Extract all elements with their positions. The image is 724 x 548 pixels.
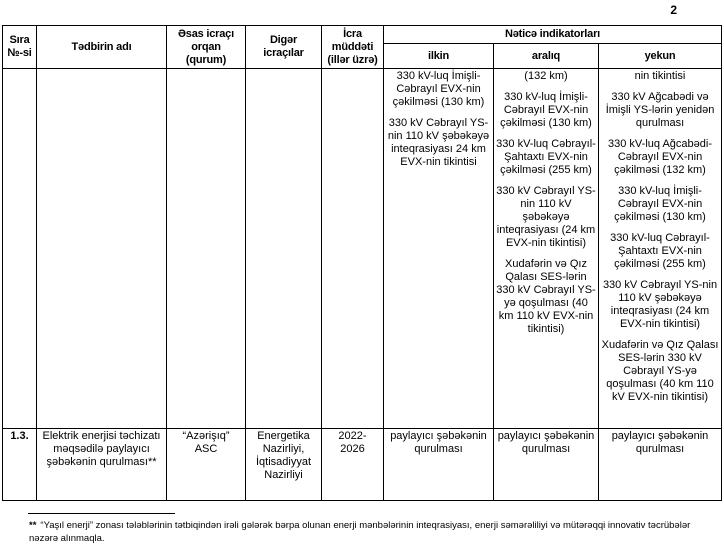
- column-header-tedbirin-adi: Tədbirin adı: [36, 25, 167, 69]
- indicator-item: 330 kV Ağcabədi və İmişli YS-lərin yenid…: [605, 91, 715, 129]
- indicator-item: 330 kV-luq İmişli-Cəbrayıl EVX-nin çəkil…: [500, 91, 592, 129]
- cell-tedbir: [36, 68, 167, 429]
- indicator-item: 330 kV-luq Ağcabədi-Cəbrayıl EVX-nin çək…: [608, 138, 712, 176]
- indicator-item: paylayıcı şəbəkənin qurulması: [611, 430, 709, 455]
- footnote-divider: [28, 513, 175, 514]
- indicator-item: 330 kV Cəbrayıl YS-nin 110 kV şəbəkəyə i…: [496, 185, 596, 249]
- cell-diger-icracilar: Energetika Nazirliyi, İqtisadiyyat Nazir…: [245, 428, 322, 501]
- column-header-netice-indikatorlari: Nəticə indikatorları: [382, 25, 723, 44]
- cell-sira: 1.3.: [2, 428, 37, 501]
- footnote: ** “Yaşıl enerji” zonası tələblərinin tət…: [29, 519, 697, 545]
- cell-icra-muddeti: 2022- 2026: [321, 428, 384, 501]
- indicator-item: 330 kV-luq İmişli-Cəbrayıl EVX-nin çəkil…: [614, 185, 706, 223]
- results-table: Sıra №-si Tədbirin adı Əsas icraçı orqan…: [2, 25, 723, 501]
- cell-indicator-ilkin: 330 kV-luq İmişli-Cəbrayıl EVX-nin çəkil…: [383, 68, 494, 429]
- indicator-item: paylayıcı şəbəkənin qurulması: [497, 430, 595, 455]
- indicator-item: 330 kV Cəbrayıl YS-nin 110 kV şəbəkəyə i…: [387, 117, 490, 168]
- cell-diger-icracilar: [245, 68, 322, 429]
- column-header-araliq: aralıq: [493, 43, 599, 69]
- indicator-item: 330 kV-luq Cəbrayıl-Şahtaxtı EVX-nin çək…: [610, 232, 710, 270]
- column-header-icra-muddeti: İcra müddəti (illər üzrə): [321, 25, 384, 69]
- table-row-1-3: 1.3. Elektrik enerjisi təchizatı məqsədi…: [2, 428, 723, 501]
- cell-indicator-ilkin: paylayıcı şəbəkənin qurulması: [383, 428, 494, 501]
- indicator-item: (132 km): [524, 70, 568, 82]
- cell-esas-icraci: [166, 68, 246, 429]
- indicator-item: nin tikintisi: [634, 70, 686, 82]
- table-row-continuation: 330 kV-luq İmişli-Cəbrayıl EVX-nin çəkil…: [2, 68, 723, 429]
- column-header-esas-icraci: Əsas icraçı orqan (qurum): [166, 25, 246, 69]
- footnote-text: “Yaşıl enerji” zonası tələblərinin tətbi…: [29, 520, 691, 544]
- cell-tedbir: Elektrik enerjisi təchizatı məqsədilə pa…: [36, 428, 167, 501]
- indicator-item: 330 kV Cəbrayıl YS-nin 110 kV şəbəkəyə i…: [602, 279, 718, 330]
- column-header-sira: Sıra №-si: [2, 25, 37, 69]
- cell-indicator-araliq: (132 km) 330 kV-luq İmişli-Cəbrayıl EVX-n…: [493, 68, 599, 429]
- indicator-item: paylayıcı şəbəkənin qurulması: [390, 430, 487, 455]
- cell-indicator-yekun: paylayıcı şəbəkənin qurulması: [597, 428, 723, 501]
- column-header-yekun: yekun: [597, 43, 723, 69]
- indicator-item: 330 kV-luq İmişli-Cəbrayıl EVX-nin çəkil…: [392, 70, 485, 108]
- indicator-item: Xudafərin və Qız Qalası SES-lərin 330 kV…: [496, 258, 596, 335]
- indicator-item: 330 kV-luq Cəbrayıl- Şahtaxtı EVX-nin çə…: [496, 138, 596, 176]
- cell-indicator-yekun: nin tikintisi 330 kV Ağcabədi və İmişli Y…: [597, 68, 723, 429]
- column-header-ilkin: ilkin: [383, 43, 494, 69]
- cell-sira: [2, 68, 37, 429]
- indicator-item: Xudafərin və Qız Qalası SES-lərin 330 kV…: [601, 339, 719, 403]
- footnote-marker: **: [29, 520, 37, 531]
- column-header-diger-icracilar: Digər icraçılar: [245, 25, 322, 69]
- page-number: 2: [670, 3, 677, 17]
- cell-indicator-araliq: paylayıcı şəbəkənin qurulması: [493, 428, 599, 501]
- cell-icra-muddeti: [321, 68, 384, 429]
- cell-esas-icraci: “Azərişıq” ASC: [166, 428, 246, 501]
